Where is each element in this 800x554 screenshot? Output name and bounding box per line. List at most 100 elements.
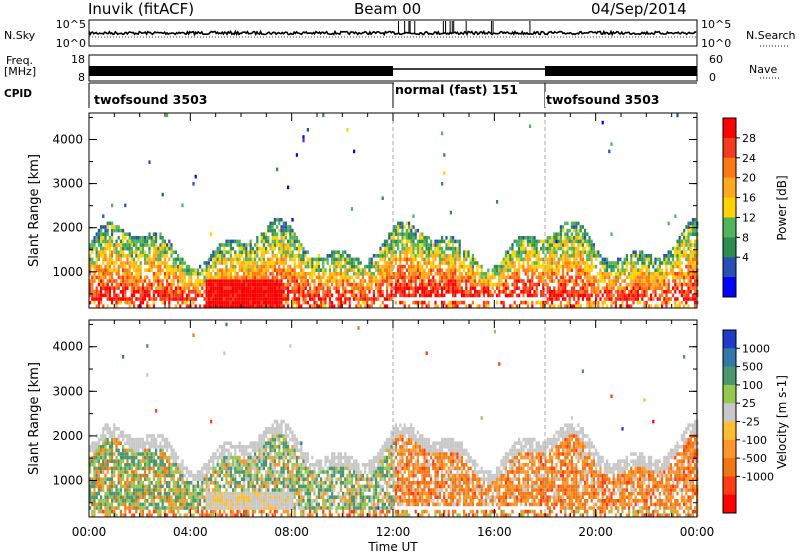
range-cell — [300, 261, 303, 265]
range-cell — [148, 236, 151, 240]
range-cell — [135, 239, 138, 244]
range-cell — [487, 300, 490, 305]
range-cell — [432, 290, 435, 294]
range-cell — [188, 272, 191, 276]
range-cell — [181, 297, 184, 301]
range-cell — [218, 257, 221, 262]
range-cell — [128, 481, 131, 485]
range-cell — [603, 268, 606, 272]
range-cell — [155, 445, 158, 449]
range-cell — [518, 236, 521, 240]
range-cell — [685, 264, 688, 269]
range-cell — [577, 304, 580, 308]
range-cell — [183, 488, 186, 492]
range-cell — [139, 293, 142, 298]
range-cell — [269, 304, 272, 308]
range-cell — [185, 491, 188, 496]
range-cell — [179, 272, 182, 276]
range-cell — [174, 463, 177, 467]
range-cell — [141, 455, 144, 460]
range-cell — [513, 239, 516, 244]
range-cell — [489, 275, 492, 280]
range-cell — [177, 488, 180, 492]
range-cell — [524, 290, 527, 294]
range-cell — [300, 264, 303, 269]
range-cell — [284, 250, 287, 254]
range-cell — [636, 275, 639, 280]
range-cell — [100, 488, 103, 492]
range-cell — [540, 290, 543, 294]
range-cell — [342, 272, 345, 276]
range-cell — [388, 272, 391, 276]
range-cell — [372, 264, 375, 269]
range-cell — [441, 131, 444, 136]
range-cell — [97, 452, 100, 456]
range-cell — [243, 279, 246, 283]
range-cell — [260, 250, 263, 254]
range-cell — [210, 290, 213, 294]
range-cell — [287, 290, 290, 294]
range-cell — [419, 264, 422, 269]
range-cell — [529, 250, 532, 254]
range-cell — [449, 210, 452, 215]
range-cell — [196, 477, 199, 481]
range-cell — [106, 470, 109, 474]
range-cell — [454, 304, 457, 308]
range-cell — [524, 272, 527, 276]
range-cell — [566, 300, 569, 305]
range-cell — [513, 300, 516, 305]
range-cell — [139, 236, 142, 240]
range-cell — [234, 264, 237, 269]
range-cell — [606, 257, 609, 262]
range-cell — [139, 304, 142, 308]
range-cell — [621, 268, 624, 272]
range-cell — [302, 135, 305, 139]
range-cell — [271, 264, 274, 269]
range-cell — [177, 470, 180, 474]
range-cell — [447, 272, 450, 276]
range-cell — [636, 300, 639, 305]
range-cell — [522, 264, 525, 269]
range-cell — [335, 250, 338, 254]
range-cell — [282, 225, 285, 229]
range-cell — [135, 290, 138, 294]
range-cell — [97, 293, 100, 298]
range-cell — [276, 286, 279, 290]
range-cell — [280, 286, 283, 290]
range-cell — [137, 459, 140, 463]
range-cell — [287, 286, 290, 290]
range-cell — [196, 268, 199, 272]
range-cell — [201, 282, 204, 287]
range-cell — [522, 261, 525, 265]
range-cell — [559, 304, 562, 308]
range-cell — [427, 290, 430, 294]
range-cell — [397, 272, 400, 276]
range-cell — [102, 452, 105, 456]
range-cell — [295, 264, 298, 269]
range-cell — [232, 293, 235, 298]
range-cell — [234, 304, 237, 308]
range-cell — [161, 236, 164, 240]
range-cell — [416, 300, 419, 305]
range-cell — [458, 300, 461, 305]
range-cell — [122, 228, 125, 233]
range-cell — [148, 297, 151, 301]
range-cell — [91, 243, 94, 247]
range-cell — [89, 268, 92, 272]
range-cell — [337, 261, 340, 265]
range-cell — [568, 239, 571, 244]
range-cell — [383, 264, 386, 269]
range-cell — [291, 286, 294, 290]
range-cell — [150, 437, 153, 442]
range-cell — [601, 264, 604, 269]
range-cell — [196, 491, 199, 496]
range-cell — [390, 246, 393, 251]
range-cell — [412, 286, 415, 290]
range-cell — [130, 441, 133, 445]
range-cell — [639, 279, 642, 283]
range-cell — [551, 243, 554, 247]
range-cell — [691, 264, 694, 269]
range-cell — [183, 495, 186, 499]
range-cell — [588, 275, 591, 280]
range-cell — [687, 261, 690, 265]
